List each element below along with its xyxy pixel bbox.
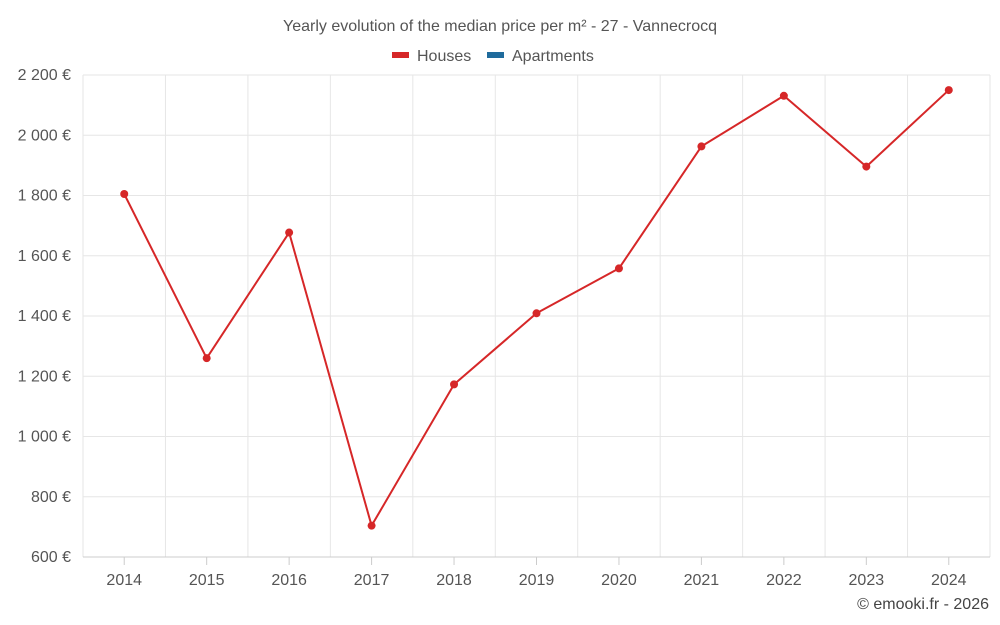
x-tick-label: 2022 — [766, 572, 802, 589]
x-tick-label: 2018 — [436, 572, 472, 589]
x-axis-ticks: 2014 2015 2016 2017 2018 2019 2020 2021 2022 2023… — [106, 557, 967, 589]
legend-swatch-apartments — [487, 52, 504, 58]
y-tick-label: 1 200 € — [18, 368, 71, 385]
legend-label-apartments: Apartments — [512, 48, 594, 65]
x-tick-label: 2014 — [106, 572, 142, 589]
credit-text: © emooki.fr - 2026 — [857, 596, 989, 613]
x-tick-label: 2017 — [354, 572, 390, 589]
houses-point[interactable] — [450, 380, 459, 389]
houses-point[interactable] — [120, 189, 129, 198]
houses-point[interactable] — [697, 142, 706, 151]
houses-point[interactable] — [285, 228, 294, 237]
y-tick-label: 1 800 € — [18, 188, 71, 205]
houses-point[interactable] — [862, 162, 871, 171]
legend: Houses Apartments — [392, 48, 594, 65]
x-tick-label: 2016 — [271, 572, 307, 589]
houses-point[interactable] — [202, 354, 211, 363]
x-tick-label: 2015 — [189, 572, 225, 589]
houses-point[interactable] — [367, 521, 376, 530]
y-tick-label: 600 € — [31, 549, 71, 566]
x-tick-label: 2020 — [601, 572, 637, 589]
grid — [82, 74, 991, 558]
legend-item-houses[interactable]: Houses — [392, 48, 471, 65]
y-tick-label: 800 € — [31, 489, 71, 506]
y-tick-label: 1 600 € — [18, 248, 71, 265]
y-tick-label: 1 000 € — [18, 429, 71, 446]
x-tick-label: 2024 — [931, 572, 967, 589]
x-tick-label: 2023 — [849, 572, 885, 589]
x-tick-label: 2021 — [684, 572, 720, 589]
series-houses — [120, 86, 953, 530]
legend-label-houses: Houses — [417, 48, 471, 65]
x-tick-label: 2019 — [519, 572, 555, 589]
y-axis-ticks: 600 € 800 € 1 000 € 1 200 € 1 400 € 1 600 € 1 … — [18, 67, 71, 566]
y-tick-label: 2 200 € — [18, 67, 71, 84]
y-tick-label: 2 000 € — [18, 127, 71, 144]
houses-point[interactable] — [532, 309, 541, 318]
legend-item-apartments[interactable]: Apartments — [487, 48, 594, 65]
houses-point[interactable] — [614, 264, 623, 273]
legend-swatch-houses — [392, 52, 409, 58]
houses-point[interactable] — [944, 86, 953, 95]
y-tick-label: 1 400 € — [18, 308, 71, 325]
chart-title: Yearly evolution of the median price per… — [283, 18, 717, 35]
houses-point[interactable] — [779, 91, 788, 100]
